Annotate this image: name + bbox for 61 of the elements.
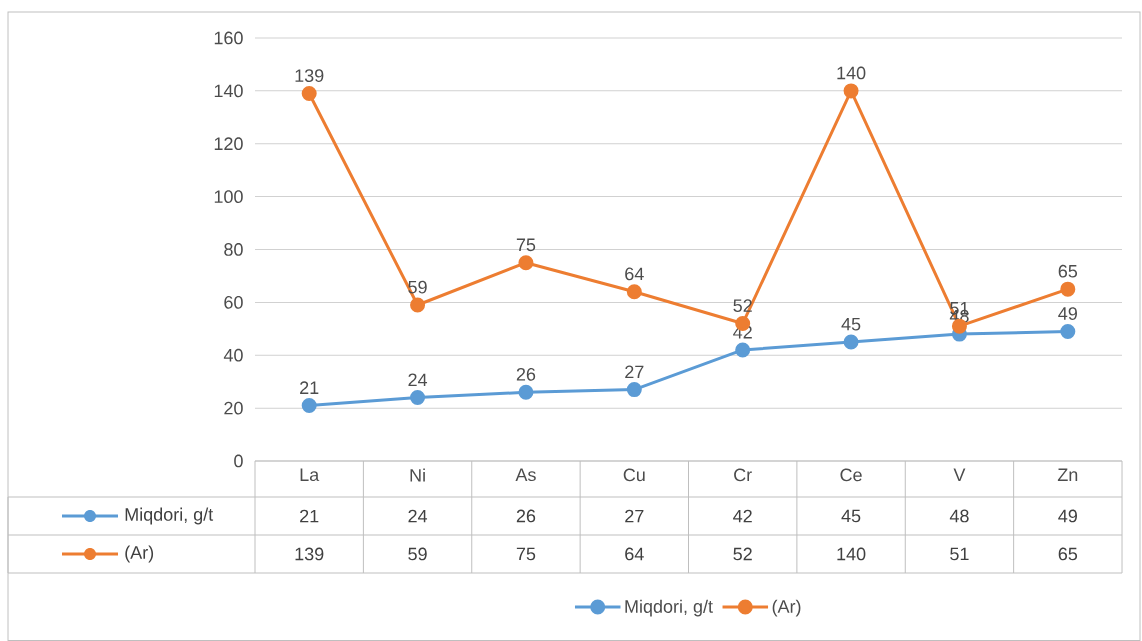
- text: Miqdori, g/t: [625, 599, 713, 617]
- x-tick-label: Ce: [840, 468, 862, 482]
- data-label: 51: [950, 547, 969, 561]
- y-tick-label: 140: [214, 84, 243, 98]
- data-label: 48: [949, 509, 969, 523]
- point: [1060, 323, 1076, 339]
- data-label: 45: [841, 509, 861, 523]
- text: 26: [516, 367, 536, 381]
- x-tick-label: La: [300, 468, 320, 482]
- text: (Ar): [772, 599, 801, 617]
- x-tick-label: Cu: [623, 468, 645, 482]
- point: [410, 297, 426, 313]
- x-tick-label: Ni: [410, 468, 425, 482]
- point: [1060, 281, 1076, 297]
- text: 21: [300, 381, 319, 394]
- legend-label: Miqdori, g/t: [125, 507, 214, 525]
- data-label: 24: [408, 509, 428, 523]
- text: 139: [295, 69, 324, 82]
- y-tick-label: 20: [224, 401, 243, 415]
- point: [626, 284, 642, 300]
- y-tick-label: 160: [214, 31, 243, 45]
- data-label: 75: [516, 547, 536, 561]
- legend-label: (Ar): [125, 545, 154, 563]
- y-tick-label: 60: [224, 295, 243, 309]
- x-tick-label: Zn: [1057, 468, 1078, 481]
- y-tick-label: 100: [214, 190, 243, 203]
- x-tick-label: V: [953, 468, 966, 481]
- data-label: 52: [733, 547, 752, 561]
- y-tick-label: 40: [223, 348, 243, 362]
- data-label: 21: [300, 509, 319, 523]
- data-label: 65: [1058, 547, 1078, 561]
- data-label: 64: [625, 547, 644, 561]
- point: [843, 334, 859, 350]
- data-label: 42: [733, 509, 752, 523]
- point: [518, 255, 534, 271]
- point: [410, 390, 426, 406]
- data-label: 59: [408, 547, 427, 561]
- text: 49: [1058, 307, 1077, 320]
- text: 64: [625, 267, 644, 281]
- text: 65: [1058, 264, 1078, 278]
- point: [301, 86, 317, 102]
- y-tick-label: 120: [214, 137, 243, 151]
- point: [301, 397, 317, 413]
- data-label: 27: [625, 509, 644, 523]
- text: 45: [841, 317, 861, 331]
- data-label: 49: [1058, 509, 1077, 523]
- x-tick-label: Cr: [734, 468, 752, 482]
- text: 75: [516, 238, 536, 252]
- point: [735, 342, 751, 358]
- text: 24: [408, 373, 428, 387]
- point: [843, 83, 859, 99]
- point: [518, 384, 534, 400]
- y-tick-label: 0: [234, 454, 243, 468]
- point: [626, 382, 642, 398]
- y-tick-label: 80: [224, 243, 243, 256]
- data-label: 26: [516, 509, 536, 523]
- text: 140: [837, 66, 866, 80]
- data-label: 139: [295, 547, 324, 561]
- data-label: 140: [837, 547, 866, 561]
- x-tick-label: As: [515, 468, 536, 482]
- text: 27: [625, 365, 644, 379]
